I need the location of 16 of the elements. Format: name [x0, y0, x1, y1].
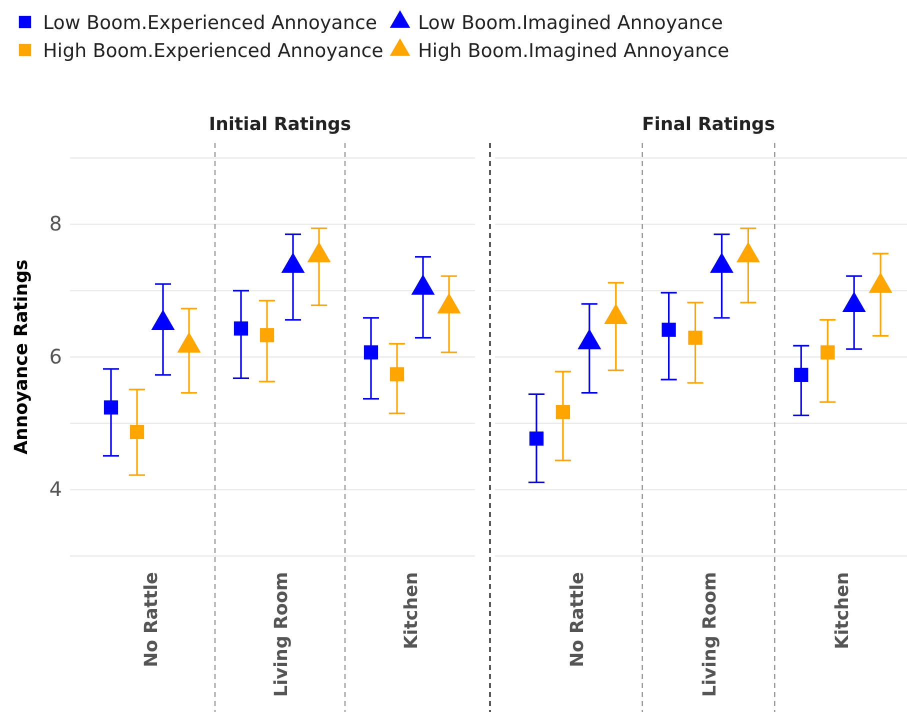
y-tick-label: 6 — [49, 344, 62, 368]
x-tick-label: Living Room — [700, 572, 720, 697]
x-tick-label: No Rattle — [567, 572, 588, 668]
legend-label: Low Boom.Experienced Annoyance — [43, 12, 378, 34]
x-tick-label: Living Room — [271, 572, 292, 697]
x-tick-label: Kitchen — [832, 572, 853, 650]
chart-title: Final Ratings — [642, 114, 776, 135]
legend-label: High Boom.Imagined Annoyance — [418, 40, 730, 62]
y-axis-title: Annoyance Ratings — [11, 260, 32, 454]
chart-title: Initial Ratings — [208, 114, 352, 135]
x-tick-label: Kitchen — [401, 572, 422, 650]
legend-label: High Boom.Experienced Annoyance — [43, 40, 384, 62]
x-tick-label: No Rattle — [141, 572, 162, 668]
y-tick-label: 4 — [49, 477, 62, 502]
legend-label: Low Boom.Imagined Annoyance — [418, 12, 723, 34]
y-tick-label: 8 — [49, 212, 62, 236]
